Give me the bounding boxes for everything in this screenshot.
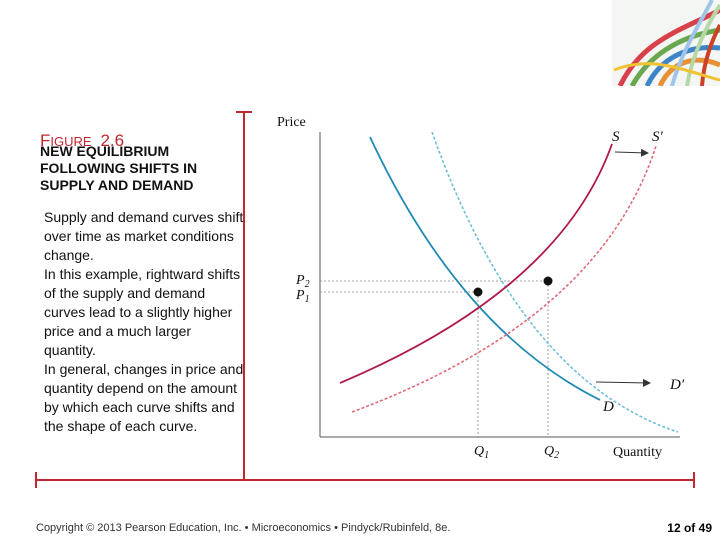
supply-label: S [612, 129, 620, 145]
figure-number: 2.6 [100, 131, 125, 150]
guide-lines [320, 280, 549, 437]
demand-shifted-label: D′ [669, 377, 685, 393]
y-axis-label: Price [277, 115, 306, 130]
q2-label: Q2 [544, 444, 559, 461]
figure-title-first-letter: F [40, 131, 51, 150]
description-paragraph-2: In this example, rightward shifts of the… [44, 266, 241, 358]
q1-label: Q1 [474, 444, 489, 461]
swirl-graphic [612, 0, 720, 86]
p1-label: P1 [295, 288, 310, 305]
description-paragraph-1: Supply and demand curves shift over time… [44, 209, 244, 263]
description-paragraph-3: In general, changes in price and quantit… [44, 361, 244, 434]
figure-description: Supply and demand curves shift over time… [44, 208, 244, 436]
supply-shift-arrow [614, 148, 649, 157]
x-axis-label: Quantity [613, 445, 662, 460]
figure-title: FIGURE 2.6 [40, 117, 124, 154]
p2-label: P2 [295, 273, 310, 290]
supply-shifted-curve [351, 145, 657, 413]
supply-curve [339, 143, 613, 384]
page-number: 12 of 49 [667, 521, 712, 535]
figure-title-rest: IGURE [50, 134, 92, 149]
demand-shift-arrow [595, 378, 651, 387]
copyright-footer: Copyright © 2013 Pearson Education, Inc.… [36, 522, 451, 534]
equilibrium-point-2 [543, 276, 553, 286]
figure-subtitle: New Equilibrium Following Shifts in Supp… [40, 143, 198, 193]
axes [319, 132, 680, 438]
supply-shifted-label: S′ [652, 129, 664, 145]
equilibrium-point-1 [473, 287, 483, 297]
decorative-swirl-image [612, 0, 720, 86]
demand-curve [369, 136, 601, 401]
demand-shifted-curve [431, 131, 679, 433]
demand-label: D [602, 399, 614, 415]
frame-brackets [35, 111, 695, 488]
